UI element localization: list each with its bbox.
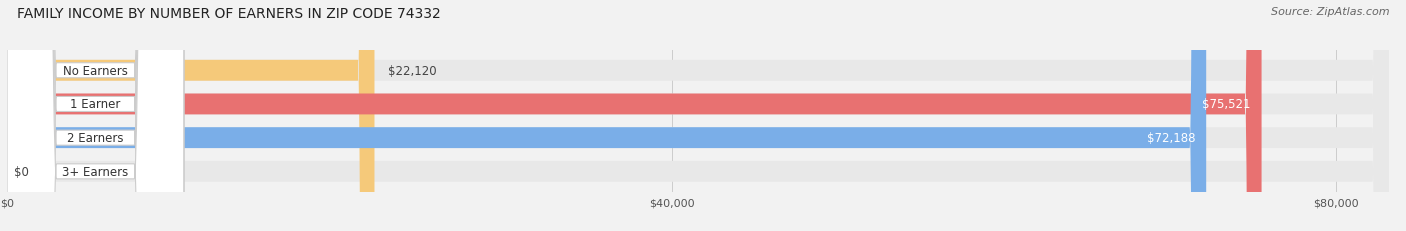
FancyBboxPatch shape: [7, 0, 1389, 231]
Text: 2 Earners: 2 Earners: [67, 132, 124, 145]
FancyBboxPatch shape: [7, 0, 1389, 231]
Text: FAMILY INCOME BY NUMBER OF EARNERS IN ZIP CODE 74332: FAMILY INCOME BY NUMBER OF EARNERS IN ZI…: [17, 7, 440, 21]
FancyBboxPatch shape: [7, 0, 184, 231]
Text: 3+ Earners: 3+ Earners: [62, 165, 128, 178]
Text: $75,521: $75,521: [1202, 98, 1251, 111]
FancyBboxPatch shape: [7, 0, 184, 231]
FancyBboxPatch shape: [7, 0, 1206, 231]
FancyBboxPatch shape: [7, 0, 184, 231]
FancyBboxPatch shape: [7, 0, 374, 231]
FancyBboxPatch shape: [7, 0, 1389, 231]
FancyBboxPatch shape: [7, 0, 1261, 231]
Text: No Earners: No Earners: [63, 64, 128, 77]
Text: 1 Earner: 1 Earner: [70, 98, 121, 111]
Text: $0: $0: [14, 165, 28, 178]
Text: $72,188: $72,188: [1147, 132, 1195, 145]
Text: Source: ZipAtlas.com: Source: ZipAtlas.com: [1271, 7, 1389, 17]
Text: $22,120: $22,120: [388, 64, 436, 77]
FancyBboxPatch shape: [7, 0, 184, 231]
FancyBboxPatch shape: [7, 0, 1389, 231]
